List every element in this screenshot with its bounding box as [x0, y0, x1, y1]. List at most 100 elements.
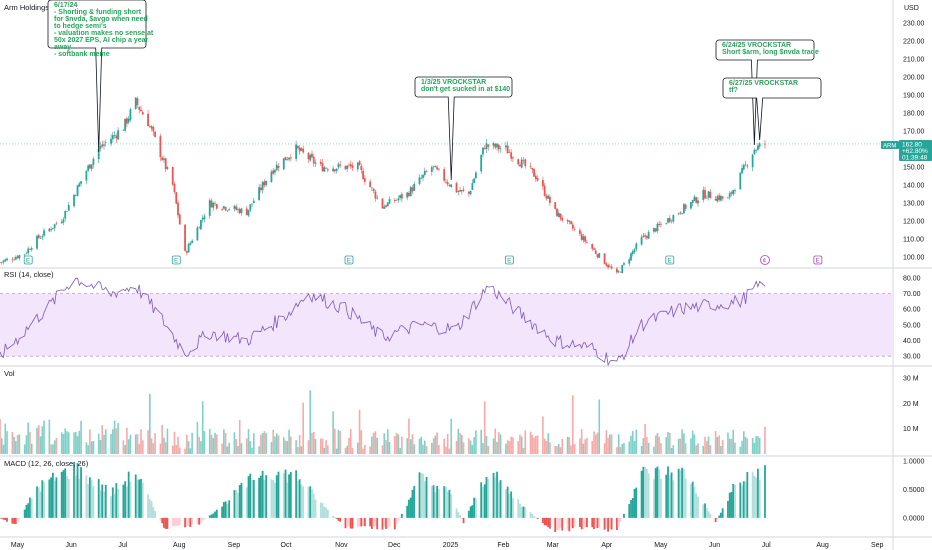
candle — [684, 203, 687, 212]
macd-bar — [492, 472, 495, 518]
volume-bar — [385, 440, 387, 454]
time-axis[interactable]: May Jun Jul Aug Sep Oct Nov Dec 2025 Feb Mar Apr May… — [11, 542, 884, 549]
candle — [385, 204, 387, 209]
macd-bar — [349, 517, 352, 529]
macd-bar — [471, 505, 474, 518]
candle — [30, 246, 33, 252]
candle — [74, 194, 77, 197]
candle — [349, 160, 352, 170]
volume-bar — [362, 448, 364, 454]
candle — [64, 210, 67, 222]
candle — [78, 181, 81, 187]
candle — [381, 198, 384, 209]
volume-bar — [164, 442, 167, 454]
vol-axis: 30 M 20 M 10 M — [903, 376, 919, 434]
volume-bar — [533, 437, 535, 454]
volume-bar — [134, 434, 137, 454]
volume-bar — [149, 393, 151, 454]
time-axis-label: Aug — [173, 542, 186, 549]
earnings-marker[interactable]: E — [813, 255, 823, 265]
macd-bar — [487, 479, 490, 518]
volume-bar — [201, 401, 204, 454]
candle — [517, 158, 520, 167]
macd-bar — [469, 506, 472, 518]
macd-bar — [212, 513, 215, 518]
candle — [556, 208, 558, 217]
volume-bar — [438, 445, 440, 454]
volume-bar — [743, 431, 745, 454]
volume-bar — [556, 446, 558, 454]
candle — [335, 168, 338, 174]
candle — [557, 209, 560, 218]
macd-bar — [274, 482, 276, 518]
macd-bar — [177, 517, 179, 526]
candle — [363, 175, 366, 185]
macd-bar — [302, 486, 305, 518]
macd-bar — [716, 517, 719, 520]
volume-bar — [609, 434, 611, 454]
volume-bar — [300, 446, 303, 454]
candle — [653, 227, 655, 234]
volume-bar — [388, 442, 391, 454]
macd-bar — [36, 486, 38, 518]
macd-bar — [406, 505, 409, 518]
volume-bar — [586, 437, 588, 454]
candle — [746, 163, 749, 169]
axis-tick-label: 150.00 — [903, 165, 925, 172]
candle — [150, 125, 153, 132]
candle — [141, 110, 144, 115]
macd-bar — [744, 481, 747, 518]
volume-bar — [67, 432, 70, 454]
macd-bar — [73, 461, 75, 518]
macd-bar — [154, 510, 157, 518]
candle — [543, 183, 546, 197]
volume-bar — [282, 437, 285, 454]
axis-tick-label: 100.00 — [903, 255, 925, 262]
volume-bar — [646, 437, 648, 454]
macd-bar — [397, 517, 400, 521]
volume-bar — [138, 443, 141, 454]
candle — [134, 97, 137, 110]
candle — [457, 190, 460, 196]
volume-bar — [397, 434, 400, 454]
earnings-marker[interactable]: ¢ — [760, 255, 770, 265]
macd-bar — [533, 516, 535, 518]
earnings-marker[interactable]: E — [171, 255, 181, 265]
volume-bar — [376, 437, 378, 454]
macd-bar — [580, 517, 583, 530]
macd-bar — [714, 517, 717, 523]
macd-bar — [742, 481, 745, 518]
volume-bar — [455, 440, 458, 454]
macd-bar — [117, 488, 119, 518]
candle — [434, 165, 437, 168]
annotation-line: 6/27/25 VROCKSTAR — [729, 80, 798, 87]
volume-bar — [159, 443, 162, 454]
macd-bar — [559, 517, 562, 528]
volume-bar — [471, 444, 474, 454]
earnings-marker[interactable]: E — [344, 255, 354, 265]
earnings-marker[interactable]: E — [665, 255, 675, 265]
candle — [473, 177, 476, 184]
candle — [90, 164, 93, 172]
candle — [124, 118, 127, 133]
candle — [510, 149, 513, 162]
macd-bar — [60, 471, 63, 518]
macd-bar — [455, 508, 458, 518]
volume-bar — [62, 434, 65, 454]
candle — [284, 156, 287, 161]
candle — [337, 162, 340, 170]
candle — [289, 154, 292, 162]
macd-bar — [395, 517, 398, 525]
volume-bar — [122, 440, 125, 454]
earnings-marker[interactable]: E — [504, 255, 514, 265]
volume-bar — [178, 447, 181, 454]
volume-bar — [247, 429, 250, 454]
candle — [467, 191, 470, 198]
axis-tick-label: 30.00 — [903, 354, 921, 361]
axis-tick-label: 120.00 — [903, 219, 925, 226]
earnings-marker[interactable]: E — [23, 255, 33, 265]
